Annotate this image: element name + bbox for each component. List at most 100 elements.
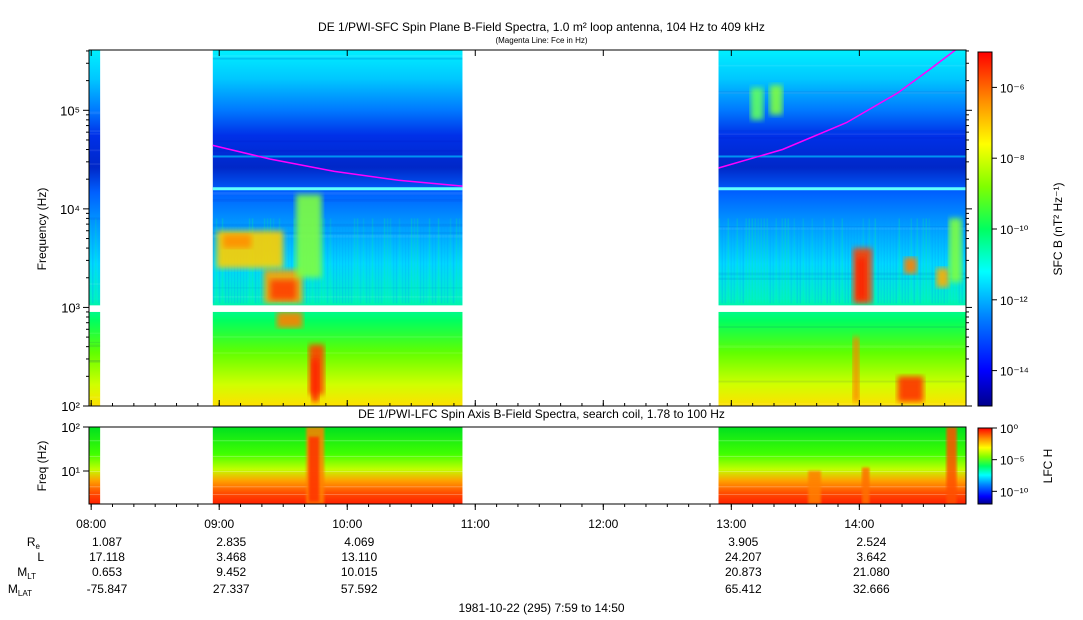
sfc-texture-streak	[784, 218, 787, 304]
sfc-texture-streak	[775, 218, 778, 304]
sfc-texture-streak	[386, 218, 389, 304]
lfc-band	[89, 486, 101, 488]
sfc-texture-streak	[889, 218, 892, 304]
sfc-texture-streak	[901, 218, 904, 304]
sfc-texture-streak	[455, 218, 458, 304]
sfc-texture-streak	[398, 218, 401, 304]
ephemeris-value: 57.592	[341, 582, 378, 596]
sfc-texture-streak	[98, 218, 100, 304]
sfc-texture-streak	[215, 218, 218, 304]
sfc-texture-streak	[781, 218, 784, 304]
sfc-texture-streak	[371, 218, 374, 304]
sfc-texture-band	[212, 55, 463, 58]
receiver-gap	[717, 305, 966, 312]
sfc-colorbar-label: SFC B (nT² Hz⁻¹)	[1051, 183, 1065, 276]
fce-line-group	[212, 50, 956, 187]
sfc-texture-band	[212, 335, 463, 338]
sfc-texture-band	[718, 130, 966, 132]
sfc-texture-streak	[89, 218, 91, 304]
ephemeris-value: -75.847	[87, 582, 128, 596]
sfc-texture-band	[89, 111, 101, 115]
sfc-texture-streak	[835, 218, 838, 304]
sfc-texture-streak	[431, 218, 434, 304]
lfc-band	[718, 494, 966, 496]
fce-line	[212, 144, 463, 187]
sfc-texture-streak	[757, 218, 760, 304]
ephemeris-value: 10.015	[341, 565, 378, 579]
ephemeris-row-label: Re	[27, 535, 41, 551]
lfc-title: DE 1/PWI-LFC Spin Axis B-Field Spectra, …	[358, 407, 725, 421]
sfc-texture-streak	[721, 218, 724, 304]
sfc-texture-band	[212, 287, 463, 289]
time-tick-label: 08:00	[76, 517, 106, 531]
lfc-band	[89, 494, 101, 496]
sfc-texture-streak	[799, 218, 802, 304]
sfc-texture-band	[718, 277, 966, 280]
sfc-texture-streak	[847, 218, 850, 304]
sfc-texture-band	[718, 326, 966, 328]
sfc-emission-feature	[223, 234, 252, 249]
sfc-texture-streak	[823, 218, 826, 304]
time-tick-label: 14:00	[844, 517, 874, 531]
sfc-texture-streak	[877, 218, 880, 304]
sfc-colorbar-tick-label: 10⁻⁶	[1000, 81, 1025, 95]
sfc-texture-streak	[353, 218, 356, 304]
fce-line	[718, 50, 956, 169]
sfc-texture-streak	[772, 218, 775, 304]
sfc-texture-streak	[745, 218, 748, 304]
sfc-texture-streak	[428, 218, 431, 304]
sfc-texture-streak	[844, 218, 847, 304]
time-tick-label: 10:00	[332, 517, 362, 531]
sfc-texture-streak	[422, 218, 425, 304]
sfc-colorbar	[977, 51, 993, 407]
sfc-texture-band	[89, 360, 101, 363]
sfc-texture-streak	[380, 218, 383, 304]
sfc-texture-streak	[787, 218, 790, 304]
sfc-texture-streak	[410, 218, 413, 304]
sfc-texture-band	[718, 137, 966, 139]
lfc-colorbar-label: LFC H	[1041, 449, 1055, 484]
sfc-colorbar-tick-label: 10⁻¹⁰	[1000, 223, 1029, 237]
sfc-emission-feature	[948, 218, 962, 283]
ephemeris-value: 2.524	[856, 535, 886, 549]
sfc-texture-streak	[937, 218, 940, 304]
sfc-title: DE 1/PWI-SFC Spin Plane B-Field Spectra,…	[318, 20, 765, 34]
sfc-texture-band	[89, 344, 101, 348]
sfc-texture-streak	[778, 218, 781, 304]
interference-line	[212, 187, 463, 191]
sfc-texture-streak	[440, 218, 443, 304]
sfc-texture-band	[718, 64, 966, 67]
lfc-colorbar-tick-label: 10⁰	[1000, 422, 1018, 436]
lfc-band	[89, 455, 101, 457]
sfc-emission-feature	[270, 279, 297, 300]
sfc-texture-streak	[946, 218, 949, 304]
sfc-texture-streak	[895, 218, 898, 304]
sfc-texture-streak	[793, 218, 796, 304]
ephemeris-row-label-sub: LT	[27, 572, 36, 581]
lfc-ylabel: Freq (Hz)	[35, 441, 49, 492]
lfc-band	[212, 440, 463, 442]
lfc-ytick-label: 10²	[61, 420, 80, 435]
sfc-ytick-label: 10²	[61, 399, 80, 414]
sfc-texture-streak	[880, 218, 883, 304]
sfc-texture-streak	[898, 218, 901, 304]
sfc-texture-streak	[838, 218, 841, 304]
sfc-texture-streak	[826, 218, 829, 304]
sfc-texture-band	[718, 402, 966, 406]
sfc-emission-feature	[904, 257, 917, 274]
sfc-ytick-label: 10³	[61, 300, 80, 315]
ephemeris-row-label: MLT	[17, 565, 36, 581]
sfc-texture-streak	[919, 218, 922, 304]
sfc-texture-streak	[344, 218, 347, 304]
sfc-texture-streak	[404, 218, 407, 304]
sfc-texture-streak	[841, 218, 844, 304]
sfc-texture-streak	[943, 218, 946, 304]
sfc-emission-feature	[856, 257, 866, 300]
sfc-texture-streak	[212, 218, 215, 304]
sfc-texture-streak	[808, 218, 811, 304]
sfc-texture-streak	[359, 218, 362, 304]
time-tick-label: 11:00	[461, 517, 490, 531]
lfc-band	[718, 486, 966, 488]
ephemeris-value: 3.905	[728, 535, 758, 549]
